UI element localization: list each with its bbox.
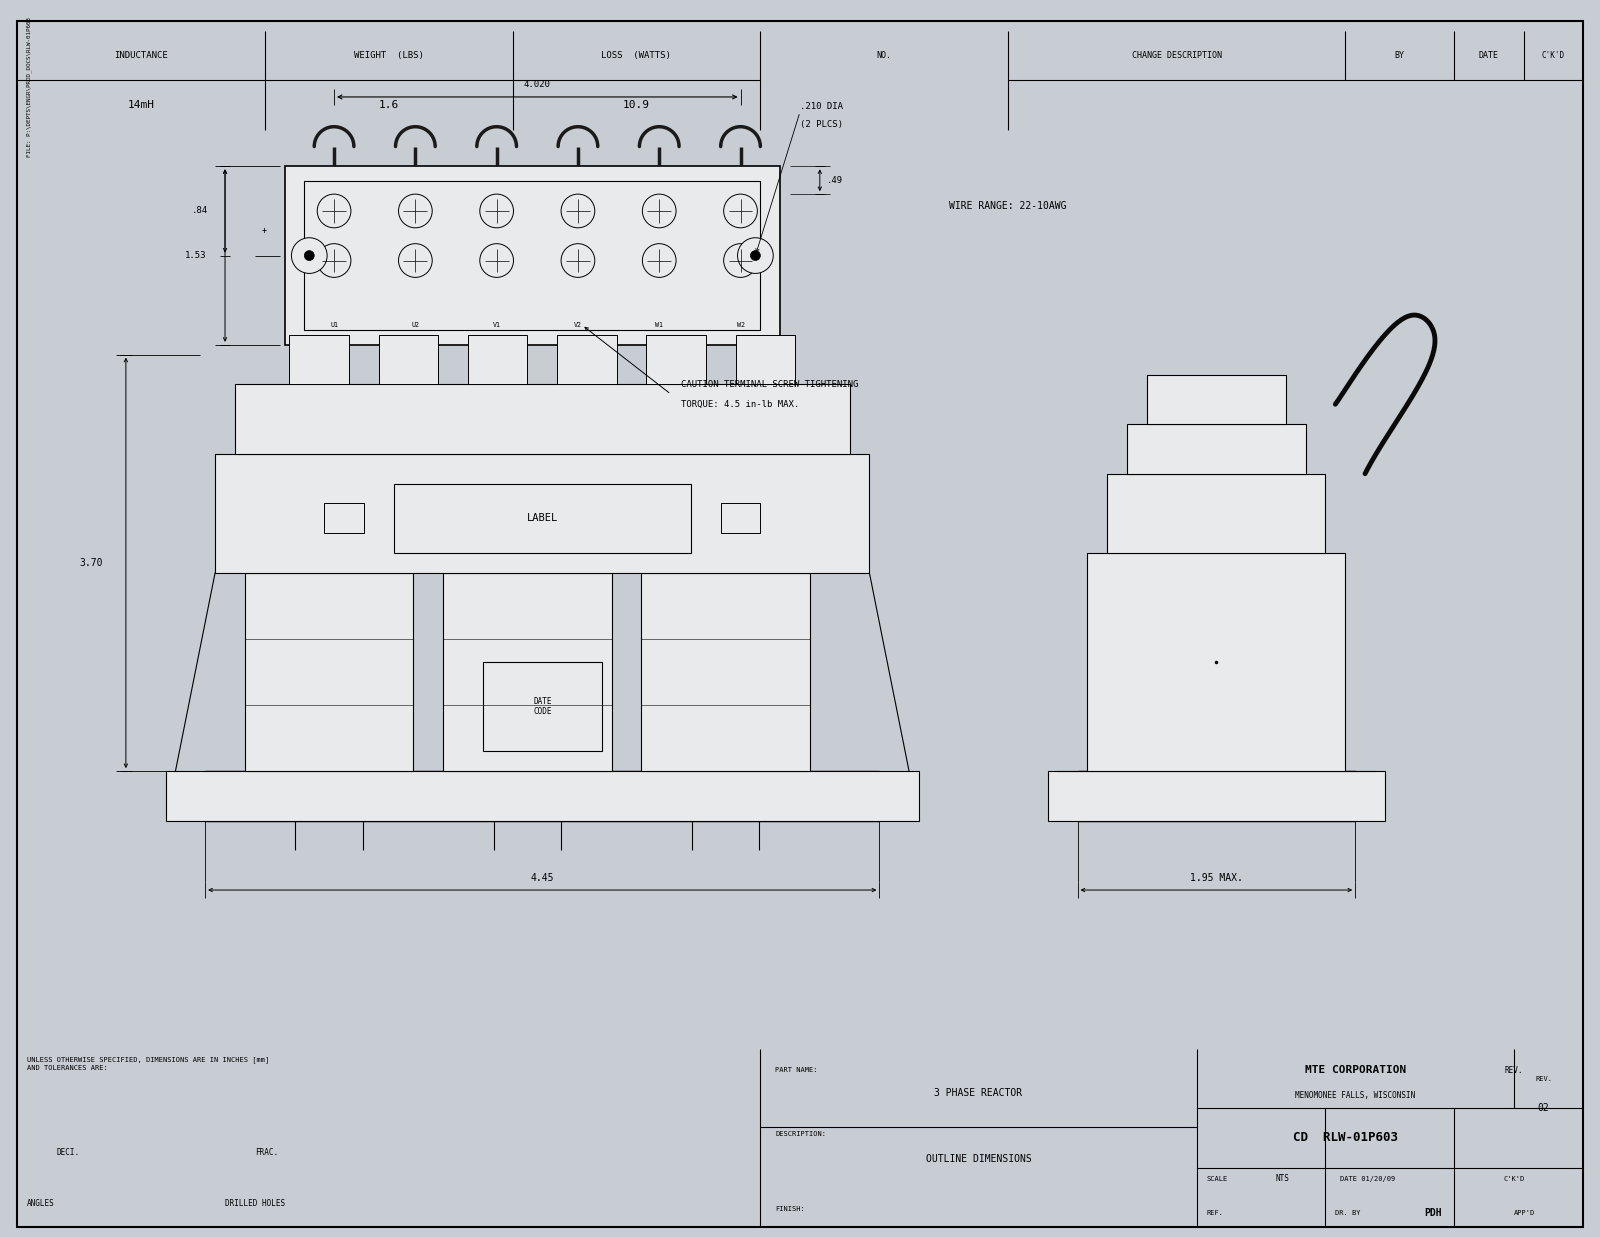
Text: PDH: PDH [1424,1207,1442,1217]
Circle shape [738,238,773,273]
Bar [379,335,438,385]
Bar [1147,375,1286,424]
Text: .84: .84 [192,207,208,215]
Text: LOSS  (WATTS): LOSS (WATTS) [602,51,672,59]
Circle shape [723,194,757,228]
Bar [165,771,918,820]
Text: CHANGE DESCRIPTION: CHANGE DESCRIPTION [1131,51,1222,59]
Text: +: + [262,226,267,235]
Text: INDUCTANCE: INDUCTANCE [114,51,168,59]
Bar [1077,771,1355,820]
Text: 1.95 MAX.: 1.95 MAX. [1190,873,1243,883]
Text: DATE: DATE [1478,51,1499,59]
Bar [483,662,602,751]
Bar [245,573,413,771]
Bar [557,335,616,385]
Text: APP'D: APP'D [1514,1210,1534,1216]
Bar [736,335,795,385]
Text: NO.: NO. [877,51,891,59]
Bar [394,484,691,553]
Bar [646,335,706,385]
Text: .210 DIA: .210 DIA [800,103,843,111]
Text: DATE 01/20/09: DATE 01/20/09 [1341,1176,1395,1181]
Text: REV.: REV. [1504,1065,1523,1075]
Text: MENOMONEE FALLS, WISCONSIN: MENOMONEE FALLS, WISCONSIN [1294,1091,1416,1100]
Bar [1126,424,1306,474]
Text: 4.45: 4.45 [531,873,554,883]
Text: CD  RLW-01P603: CD RLW-01P603 [1293,1132,1398,1144]
Circle shape [480,194,514,228]
Bar [1107,474,1325,553]
Bar [325,503,363,533]
Text: TORQUE: 4.5 in-lb MAX.: TORQUE: 4.5 in-lb MAX. [682,400,800,408]
Text: DRILLED HOLES: DRILLED HOLES [226,1200,285,1209]
Text: FINISH:: FINISH: [776,1206,805,1212]
Text: 3.70: 3.70 [80,558,102,568]
Text: NTS: NTS [1275,1174,1290,1184]
Text: LABEL: LABEL [526,513,558,523]
Text: .49: .49 [827,176,843,184]
Text: WEIGHT  (LBS): WEIGHT (LBS) [354,51,424,59]
Circle shape [480,244,514,277]
Text: U1: U1 [330,322,338,328]
Text: DATE
CODE: DATE CODE [533,696,552,716]
Text: C'K'D: C'K'D [1504,1176,1525,1181]
Text: C'K'D: C'K'D [1542,51,1565,59]
Text: V2: V2 [574,322,582,328]
Circle shape [642,194,677,228]
Text: PART NAME:: PART NAME: [776,1068,818,1072]
Bar [1048,771,1386,820]
Text: 4.020: 4.020 [523,79,550,89]
Circle shape [304,251,314,261]
Text: SCALE: SCALE [1206,1176,1227,1181]
Circle shape [291,238,326,273]
Text: W2: W2 [736,322,744,328]
Text: WIRE RANGE: 22-10AWG: WIRE RANGE: 22-10AWG [949,200,1066,212]
Text: 3 PHASE REACTOR: 3 PHASE REACTOR [934,1089,1022,1098]
Text: 1.53: 1.53 [184,251,206,260]
Circle shape [317,194,350,228]
Text: UNLESS OTHERWISE SPECIFIED, DIMENSIONS ARE IN INCHES [mm]
AND TOLERANCES ARE:: UNLESS OTHERWISE SPECIFIED, DIMENSIONS A… [27,1056,269,1071]
Text: V1: V1 [493,322,501,328]
Text: FILE: P:\DEPTS\ENGR\PROD_DOCS\RLW-01P603: FILE: P:\DEPTS\ENGR\PROD_DOCS\RLW-01P603 [26,17,32,157]
Text: DR. BY: DR. BY [1336,1210,1362,1216]
Text: 1.6: 1.6 [379,100,398,110]
Circle shape [642,244,677,277]
Circle shape [317,244,350,277]
Text: FRAC.: FRAC. [254,1148,278,1157]
Bar [304,182,760,330]
Text: 14mH: 14mH [128,100,154,110]
Text: 10.9: 10.9 [622,100,650,110]
Text: DESCRIPTION:: DESCRIPTION: [776,1132,826,1137]
Text: BY: BY [1395,51,1405,59]
Text: DECI.: DECI. [56,1148,80,1157]
Text: REV.: REV. [1534,1076,1552,1082]
Bar [720,503,760,533]
Circle shape [562,244,595,277]
Bar [443,573,611,771]
Bar [235,385,850,454]
Text: REF.: REF. [1206,1210,1224,1216]
Circle shape [398,244,432,277]
Circle shape [750,251,760,261]
Text: CAUTION-TERMINAL SCREW TIGHTENING: CAUTION-TERMINAL SCREW TIGHTENING [682,380,859,388]
Text: (2 PLCS): (2 PLCS) [800,120,843,129]
Text: U2: U2 [411,322,419,328]
Circle shape [562,194,595,228]
Circle shape [723,244,757,277]
Bar [642,573,810,771]
Circle shape [398,194,432,228]
Bar [214,454,869,573]
Bar [285,166,781,345]
Text: MTE CORPORATION: MTE CORPORATION [1304,1065,1406,1075]
Text: 02: 02 [1538,1102,1549,1112]
Bar [290,335,349,385]
Text: W1: W1 [656,322,664,328]
Text: ANGLES: ANGLES [27,1200,54,1209]
Text: OUTLINE DIMENSIONS: OUTLINE DIMENSIONS [925,1154,1032,1164]
Bar [1088,553,1346,771]
Bar [467,335,528,385]
Bar [205,771,880,820]
